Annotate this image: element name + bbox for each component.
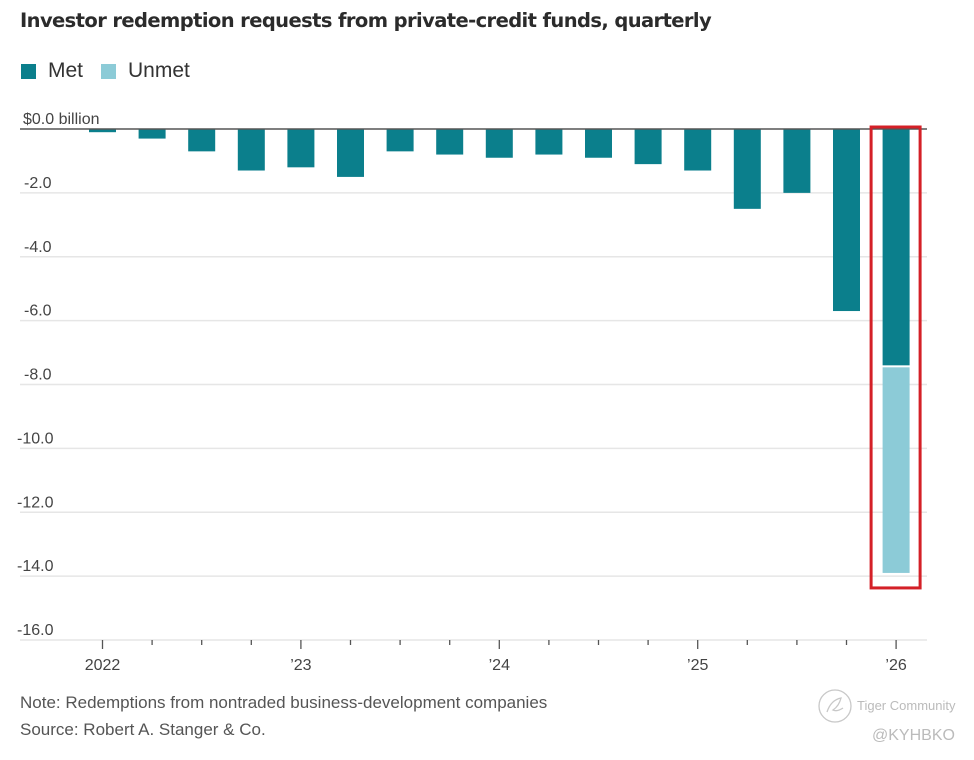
y-tick-label: -12.0: [17, 494, 54, 511]
bar-met: [535, 129, 563, 155]
legend: Met Unmet: [21, 59, 208, 83]
x-tick-label: 2022: [85, 657, 121, 674]
tiger-logo-icon: [818, 689, 852, 723]
x-tick-label: ’26: [885, 657, 906, 674]
chart-note: Note: Redemptions from nontraded busines…: [20, 693, 548, 712]
legend-label-unmet: Unmet: [128, 59, 190, 82]
y-tick-label: $0.0 billion: [23, 111, 100, 128]
legend-item-unmet: Unmet: [101, 59, 190, 83]
chart-title: Investor redemption requests from privat…: [20, 9, 712, 32]
bar-met: [634, 129, 662, 165]
bar-met: [882, 129, 910, 366]
bar-met: [386, 129, 414, 152]
watermark-logo: [817, 688, 853, 729]
bar-met: [436, 129, 464, 155]
bar-met: [585, 129, 612, 158]
bar-met: [337, 129, 364, 177]
highlight-box: [869, 125, 922, 590]
x-tick-label: ’24: [489, 657, 510, 674]
legend-swatch-met: [21, 63, 36, 79]
legend-label-met: Met: [48, 59, 84, 82]
x-tick-label: ’25: [687, 657, 708, 674]
watermark-handle: @KYHBKO: [872, 727, 955, 744]
y-tick-label: -16.0: [17, 622, 54, 639]
chart-source: Source: Robert A. Stanger & Co.: [20, 720, 266, 739]
bar-met: [833, 129, 860, 312]
bar-met: [485, 129, 513, 158]
bar-unmet: [882, 367, 910, 573]
bar-met: [733, 129, 761, 209]
bar-met: [237, 129, 265, 171]
y-tick-label: -2.0: [24, 175, 52, 192]
bar-met: [287, 129, 315, 168]
y-tick-label: -8.0: [24, 367, 52, 384]
legend-item-met: Met: [21, 59, 83, 83]
x-tick-label: ’23: [290, 657, 311, 674]
bar-met: [188, 129, 216, 152]
y-tick-label: -6.0: [24, 303, 52, 320]
y-tick-label: -10.0: [17, 430, 54, 447]
legend-swatch-unmet: [101, 63, 117, 79]
bar-met: [138, 129, 166, 139]
watermark-brand: Tiger Community: [857, 698, 956, 713]
y-tick-label: -14.0: [17, 558, 54, 575]
bar-met: [89, 129, 116, 133]
bar-met: [783, 129, 811, 193]
bar-met: [684, 129, 712, 171]
y-tick-label: -4.0: [24, 239, 52, 256]
